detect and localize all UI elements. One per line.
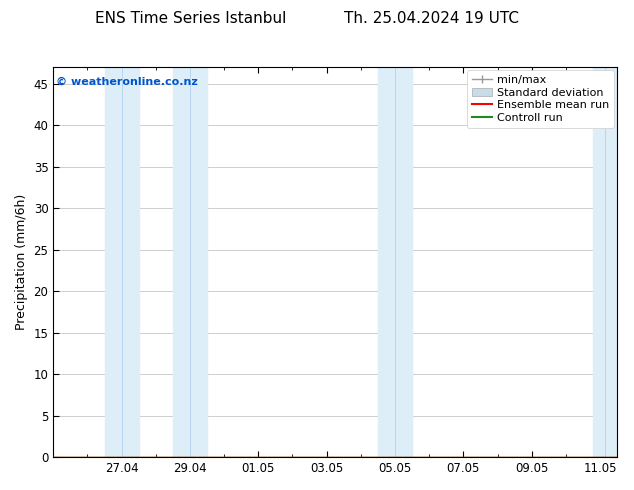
Text: © weatheronline.co.nz: © weatheronline.co.nz [56,77,198,87]
Text: Th. 25.04.2024 19 UTC: Th. 25.04.2024 19 UTC [344,11,519,26]
Bar [593,67,617,457]
Bar [105,67,139,457]
Legend: min/max, Standard deviation, Ensemble mean run, Controll run: min/max, Standard deviation, Ensemble me… [467,71,614,127]
Y-axis label: Precipitation (mm/6h): Precipitation (mm/6h) [15,194,28,330]
Bar [173,67,207,457]
Bar [378,67,412,457]
Text: ENS Time Series Istanbul: ENS Time Series Istanbul [94,11,286,26]
